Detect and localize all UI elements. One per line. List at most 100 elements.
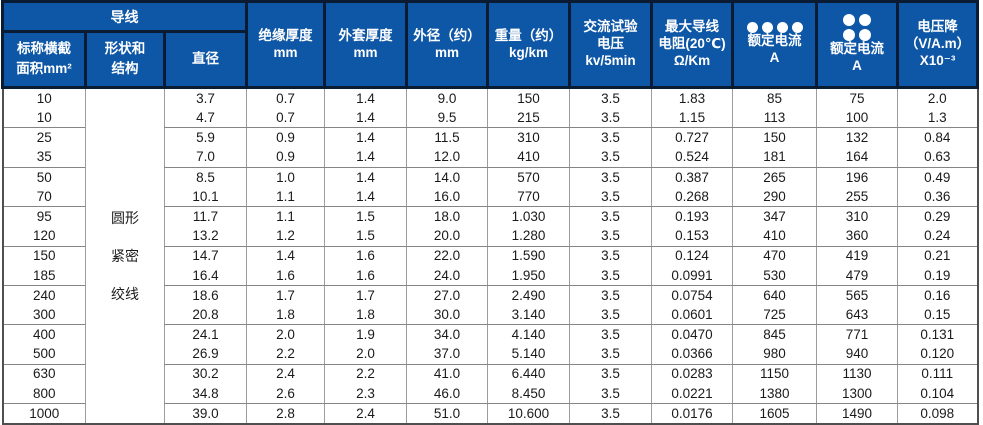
col-header-rated-current-b: 额定电流 A xyxy=(815,0,900,89)
cell-diameter: 14.7 xyxy=(163,246,247,266)
cell-diameter: 10.1 xyxy=(163,186,247,208)
col-unit: mm xyxy=(353,44,378,60)
cell-max-conductor-resistance: 0.153 xyxy=(651,226,733,247)
cell-voltage-drop: 0.19 xyxy=(897,265,978,286)
cell-diameter: 34.8 xyxy=(163,383,247,404)
cell-rated-current-b: 643 xyxy=(816,305,898,326)
col-title: 额定电流 xyxy=(830,41,885,57)
cell-sheath-thickness: 1.4 xyxy=(324,147,407,168)
cell-ac-test-voltage: 3.5 xyxy=(569,226,652,247)
cell-ac-test-voltage: 3.5 xyxy=(569,324,652,345)
cell-ac-test-voltage: 3.5 xyxy=(569,246,652,266)
cell-weight: 215 xyxy=(487,108,570,129)
cell-sheath-thickness: 1.8 xyxy=(324,305,407,326)
cell-rated-current-a: 347 xyxy=(732,206,817,227)
cell-rated-current-b: 1300 xyxy=(816,383,898,404)
cell-diameter: 20.8 xyxy=(163,305,247,326)
table-row: 35 7.0 0.9 1.4 12.0 410 3.5 0.524 181 164 0.63 xyxy=(2,147,978,168)
cell-max-conductor-resistance: 0.0176 xyxy=(651,403,733,425)
cell-weight: 3.140 xyxy=(487,305,570,326)
cell-voltage-drop: 0.36 xyxy=(897,186,978,208)
cell-nominal-area: 150 xyxy=(32,248,56,264)
cell-max-conductor-resistance: 0.0601 xyxy=(651,305,733,326)
cell-rated-current-a: 1380 xyxy=(732,383,817,404)
cell-ac-test-voltage: 3.5 xyxy=(569,147,652,168)
cell-rated-current-a: 150 xyxy=(732,127,817,148)
shape-structure-line: 绞线 xyxy=(111,286,139,303)
cell-nominal-area: 10 xyxy=(2,108,86,129)
cell-voltage-drop: 0.120 xyxy=(897,344,978,365)
cell-voltage-drop: 0.84 xyxy=(897,127,978,148)
cell-weight: 2.490 xyxy=(487,285,570,306)
cell-max-conductor-resistance: 1.83 xyxy=(651,87,733,109)
cell-outer-diameter: 46.0 xyxy=(406,383,488,404)
cell-insulation-thickness: 1.8 xyxy=(246,305,325,326)
cell-sheath-thickness: 1.4 xyxy=(324,127,407,148)
col-unit: mm xyxy=(273,44,298,60)
col-header-rated-current-a: 额定电流 A xyxy=(731,0,819,89)
cell-outer-diameter: 11.5 xyxy=(406,127,488,148)
table-row: 10 圆形 紧密 绞线 3.7 0.7 1.4 9.0 150 3.5 1.83 85 75 2.0 xyxy=(3,87,978,425)
table-row: 185 16.4 1.6 1.6 24.0 1.950 3.5 0.0991 530 479 0.1… xyxy=(2,265,978,286)
cell-sheath-thickness: 2.2 xyxy=(324,364,407,384)
col-header-ac-test-voltage: 交流试验 电压 kv/5min xyxy=(568,0,654,89)
cell-rated-current-a: 980 xyxy=(732,344,817,365)
cell-nominal-area: 120 xyxy=(2,226,86,247)
cell-nominal-area: 25 xyxy=(36,130,52,146)
cell-max-conductor-resistance: 0.0754 xyxy=(651,285,733,306)
cell-voltage-drop: 0.15 xyxy=(897,305,978,326)
cell-voltage-drop: 0.111 xyxy=(897,364,978,384)
cell-ac-test-voltage: 3.5 xyxy=(569,108,652,129)
cell-voltage-drop: 0.63 xyxy=(897,147,978,168)
cell-weight: 1.030 xyxy=(487,206,570,227)
cell-outer-diameter: 9.5 xyxy=(406,108,488,129)
table-row: 240 18.6 1.7 1.7 27.0 2.490 3.5 0.0754 640 565 0.1… xyxy=(3,285,978,306)
col-title: 直径 xyxy=(192,51,219,67)
cell-rated-current-b: 132 xyxy=(816,127,898,148)
cell-insulation-thickness: 1.7 xyxy=(246,285,325,306)
cell-insulation-thickness: 2.4 xyxy=(246,364,325,384)
cell-insulation-thickness: 2.8 xyxy=(246,403,325,425)
cell-diameter: 3.7 xyxy=(163,87,247,109)
cell-rated-current-b: 1490 xyxy=(816,403,898,425)
cell-sheath-thickness: 2.4 xyxy=(324,403,407,425)
cell-rated-current-b: 1130 xyxy=(816,364,898,384)
cell-rated-current-b: 565 xyxy=(816,285,898,306)
cell-voltage-drop: 0.098 xyxy=(897,403,978,425)
cell-voltage-drop: 0.131 xyxy=(897,324,978,345)
col-unit: A xyxy=(769,50,780,65)
cell-voltage-drop: 0.21 xyxy=(897,246,978,266)
col-unit: Ω/Km xyxy=(673,52,711,68)
cell-sheath-thickness: 2.0 xyxy=(324,344,407,365)
cell-voltage-drop: 2.0 xyxy=(897,87,978,109)
cell-rated-current-a: 845 xyxy=(732,324,817,345)
cell-nominal-area: 630 xyxy=(32,366,56,382)
cell-outer-diameter: 30.0 xyxy=(406,305,488,326)
cell-diameter: 39.0 xyxy=(163,403,247,425)
cell-diameter: 13.2 xyxy=(163,226,247,247)
cell-rated-current-b: 479 xyxy=(816,265,898,286)
cell-rated-current-a: 1150 xyxy=(732,364,817,384)
col-title: 结构 xyxy=(111,61,139,76)
cell-voltage-drop: 0.29 xyxy=(897,206,978,227)
cell-insulation-thickness: 0.7 xyxy=(246,108,325,129)
cell-max-conductor-resistance: 0.124 xyxy=(651,246,733,266)
cell-max-conductor-resistance: 0.0366 xyxy=(651,344,733,365)
cell-rated-current-a: 410 xyxy=(732,226,817,247)
cell-nominal-area: 50 xyxy=(36,169,52,185)
cell-outer-diameter: 41.0 xyxy=(406,364,488,384)
cell-rated-current-a: 640 xyxy=(732,285,817,306)
cell-sheath-thickness: 1.6 xyxy=(324,246,407,266)
cell-weight: 570 xyxy=(487,167,570,187)
cell-weight: 770 xyxy=(487,186,570,208)
col-header-diameter: 直径 xyxy=(162,30,249,89)
cell-rated-current-a: 530 xyxy=(732,265,817,286)
cell-nominal-area: 70 xyxy=(2,186,86,208)
cell-sheath-thickness: 1.4 xyxy=(324,108,407,129)
cell-voltage-drop: 1.3 xyxy=(897,108,978,129)
col-title: 形状和 xyxy=(104,41,146,57)
cell-insulation-thickness: 1.4 xyxy=(246,246,325,266)
cell-ac-test-voltage: 3.5 xyxy=(569,403,652,425)
cell-rated-current-b: 771 xyxy=(816,324,898,345)
cell-sheath-thickness: 1.5 xyxy=(324,206,407,227)
